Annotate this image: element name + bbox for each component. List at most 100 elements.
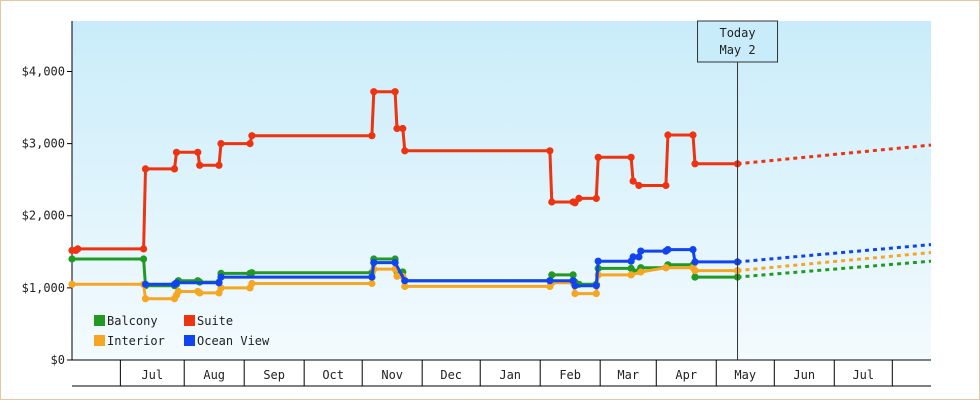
x-tick-label: Dec <box>440 368 462 382</box>
legend: Balcony Suite Interior Ocean View <box>94 314 270 348</box>
y-tick-label: $3,000 <box>22 137 65 151</box>
data-point <box>691 267 699 275</box>
data-point <box>141 165 150 173</box>
data-point <box>401 277 409 285</box>
data-point <box>391 259 399 267</box>
data-point <box>691 273 699 281</box>
forecast-line-3 <box>737 243 932 264</box>
data-point <box>141 295 150 303</box>
x-tick-label: Feb <box>559 368 581 382</box>
x-tick-label: Aug <box>203 368 225 382</box>
data-point <box>635 181 643 190</box>
y-tick-label: $4,000 <box>22 64 65 78</box>
data-point <box>248 132 256 140</box>
data-point <box>172 279 181 287</box>
data-point <box>370 88 378 96</box>
data-point <box>141 280 150 288</box>
data-point <box>592 290 600 298</box>
data-point <box>74 245 82 253</box>
data-point <box>629 253 637 261</box>
data-point <box>691 258 699 266</box>
legend-label: Ocean View <box>197 334 270 348</box>
data-point <box>637 268 645 276</box>
legend-label: Balcony <box>107 314 158 328</box>
data-point <box>217 273 225 281</box>
x-tick-label: Jul <box>141 368 163 382</box>
data-point <box>575 194 583 202</box>
legend-label: Suite <box>197 314 233 328</box>
data-point <box>594 257 602 265</box>
data-point <box>629 177 637 185</box>
data-point <box>217 140 225 148</box>
data-point <box>662 181 670 190</box>
data-point <box>370 259 378 267</box>
forecast-line-0 <box>737 259 932 279</box>
data-point <box>664 246 672 254</box>
data-point <box>689 131 697 139</box>
today-box <box>697 20 779 63</box>
data-point <box>546 277 554 285</box>
data-point <box>68 255 76 263</box>
x-tick-label: Jun <box>793 368 815 382</box>
forecast-line-1 <box>737 143 932 166</box>
data-point <box>196 161 204 169</box>
data-point <box>571 282 579 290</box>
data-point <box>393 272 401 280</box>
data-point <box>548 198 556 206</box>
y-tick-label: $0 <box>51 353 65 367</box>
data-point <box>368 273 376 281</box>
data-point <box>689 246 697 254</box>
x-tick-label: Jan <box>499 368 521 382</box>
data-point <box>68 280 76 288</box>
legend-swatch <box>94 315 105 326</box>
y-tick-label: $1,000 <box>22 281 65 295</box>
x-tick-label: May <box>734 368 756 382</box>
data-point <box>592 282 600 290</box>
data-point <box>635 253 643 261</box>
data-point <box>174 287 182 296</box>
y-tick-label: $2,000 <box>22 209 65 223</box>
legend-label: Interior <box>107 334 165 348</box>
data-point <box>401 282 409 290</box>
x-tick-label: Sep <box>263 368 285 382</box>
forecast-line-2 <box>737 251 932 273</box>
x-tick-label: Nov <box>381 368 403 382</box>
data-point <box>391 88 399 96</box>
data-point <box>368 279 376 288</box>
today-label: Today <box>719 26 755 40</box>
data-point <box>215 279 223 287</box>
data-point <box>393 124 401 133</box>
data-point <box>248 269 256 277</box>
data-point <box>662 264 670 272</box>
data-point <box>637 247 645 255</box>
data-point <box>664 131 672 139</box>
legend-swatch <box>184 335 195 346</box>
data-point <box>548 271 556 279</box>
data-point <box>571 290 579 298</box>
data-point <box>215 161 223 169</box>
legend-swatch <box>94 335 105 346</box>
data-point <box>546 147 554 155</box>
data-point <box>569 271 577 279</box>
data-point <box>196 289 204 297</box>
data-point <box>140 255 148 263</box>
data-point <box>594 153 602 161</box>
x-tick-label: Mar <box>617 368 639 382</box>
legend-swatch <box>184 315 195 326</box>
today-date-label: May 2 <box>719 43 755 57</box>
data-point <box>170 165 179 173</box>
x-tick-label: Apr <box>675 368 697 382</box>
data-point <box>140 245 148 253</box>
data-point <box>368 132 376 140</box>
x-tick-label: Jul <box>852 368 874 382</box>
plot-background <box>72 21 931 360</box>
data-point <box>627 153 635 161</box>
data-point <box>194 148 202 156</box>
data-point <box>401 147 409 155</box>
x-tick-label: Oct <box>322 368 344 382</box>
data-point <box>691 160 699 168</box>
data-point <box>248 279 256 288</box>
data-point <box>399 124 407 133</box>
